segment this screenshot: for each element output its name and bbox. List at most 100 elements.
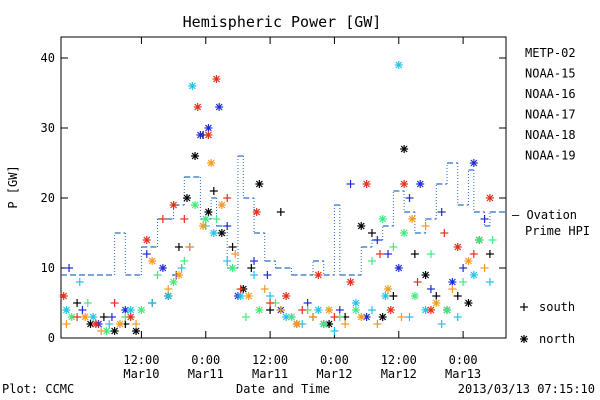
point-north: [469, 271, 478, 279]
point-south: [413, 278, 422, 286]
legend-north-label: north: [539, 332, 575, 346]
point-north: [115, 320, 124, 328]
point-north: [193, 103, 202, 111]
point-north: [408, 215, 417, 223]
point-north: [314, 271, 323, 279]
point-north: [86, 320, 95, 328]
point-north: [426, 306, 435, 314]
marker-stroke: [314, 306, 322, 314]
marker-stroke: [89, 313, 97, 321]
x-tick-label-time: 12:00: [252, 353, 288, 367]
point-south: [469, 250, 478, 258]
marker-stroke: [486, 194, 494, 202]
point-north: [464, 299, 473, 307]
x-tick-label-time: 12:00: [123, 353, 159, 367]
x-tick-label-date: Mar10: [123, 367, 159, 381]
marker-stroke: [245, 292, 253, 300]
marker-stroke: [384, 285, 392, 293]
point-south: [174, 243, 183, 251]
point-north: [378, 215, 387, 223]
point-north: [126, 313, 135, 321]
point-north: [204, 131, 213, 139]
point-south: [298, 306, 307, 314]
point-south: [480, 215, 489, 223]
marker-stroke: [116, 320, 124, 328]
marker-stroke: [87, 320, 94, 328]
marker-stroke: [202, 215, 210, 223]
point-south: [373, 236, 382, 244]
point-south: [185, 243, 194, 251]
marker-stroke: [470, 159, 478, 167]
marker-stroke: [408, 215, 416, 223]
chart-title: Hemispheric Power [GW]: [183, 13, 382, 31]
point-north: [357, 222, 366, 230]
point-south: [75, 278, 84, 286]
marker-stroke: [229, 264, 236, 272]
marker-stroke: [170, 201, 178, 209]
point-north: [244, 292, 253, 300]
point-south: [241, 313, 250, 321]
point-south: [397, 313, 406, 321]
marker-stroke: [207, 159, 215, 167]
marker-stroke: [194, 103, 202, 111]
point-north: [91, 320, 100, 328]
marker-stroke: [448, 278, 456, 286]
marker-stroke: [60, 292, 68, 300]
point-north: [217, 201, 226, 209]
point-north: [188, 82, 197, 90]
marker-stroke: [288, 313, 295, 321]
marker-stroke: [196, 131, 204, 139]
point-south: [110, 299, 119, 307]
marker-stroke: [255, 180, 263, 188]
point-south: [330, 327, 339, 335]
point-south: [266, 292, 275, 300]
point-north: [287, 313, 296, 321]
point-north: [89, 313, 98, 321]
point-south: [405, 313, 414, 321]
point-south: [65, 264, 74, 272]
marker-stroke: [325, 306, 333, 314]
point-south: [276, 306, 285, 314]
point-north: [182, 194, 191, 202]
point-south: [107, 313, 116, 321]
point-south: [223, 194, 232, 202]
marker-stroke: [352, 299, 360, 307]
marker-stroke: [205, 124, 212, 132]
marker-stroke: [454, 243, 462, 251]
marker-stroke: [422, 306, 430, 314]
x-tick-label-time: 0:00: [320, 353, 349, 367]
point-south: [389, 243, 398, 251]
point-north: [443, 306, 452, 314]
point-north: [207, 159, 216, 167]
marker-stroke: [188, 82, 196, 90]
point-south: [488, 236, 497, 244]
point-south: [389, 292, 398, 300]
point-south: [437, 320, 446, 328]
y-axis: 0 10 20 30 40: [41, 51, 506, 345]
marker-stroke: [395, 264, 403, 272]
legend-entry: METP-02: [525, 46, 576, 60]
point-south: [459, 264, 468, 272]
marker-stroke: [148, 257, 156, 265]
x-tick-label-date: Mar11: [252, 367, 288, 381]
point-south: [266, 299, 275, 307]
legend-entry: NOAA-18: [525, 128, 576, 142]
point-south: [276, 208, 285, 216]
y-tick-label: 30: [41, 121, 55, 135]
x-axis: 12:00Mar100:00Mar1112:00Mar110:00Mar1212…: [123, 37, 481, 381]
point-south: [142, 250, 151, 258]
point-south: [437, 208, 446, 216]
point-south: [421, 222, 430, 230]
marker-stroke: [143, 236, 151, 244]
point-north: [448, 278, 457, 286]
point-north: [282, 292, 291, 300]
point-north: [394, 264, 403, 272]
point-south: [459, 278, 468, 286]
point-north: [400, 145, 409, 153]
marker-stroke: [422, 271, 430, 279]
point-south: [432, 292, 441, 300]
marker-stroke: [282, 313, 290, 321]
point-north: [252, 208, 261, 216]
y-axis-label: P [GW]: [6, 165, 20, 208]
point-north: [255, 306, 264, 314]
